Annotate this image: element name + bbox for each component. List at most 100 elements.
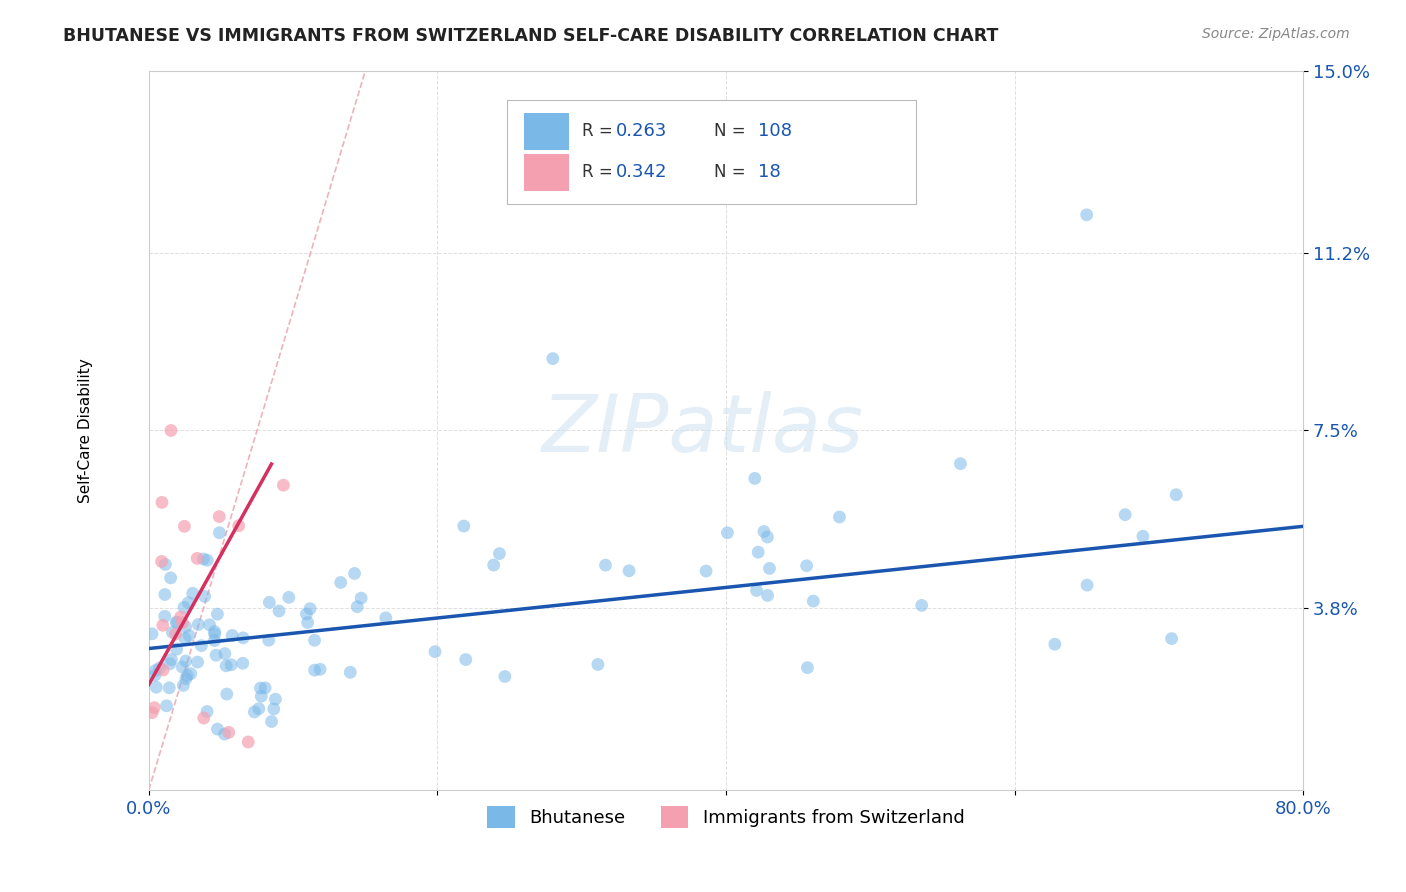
Point <box>911 599 934 613</box>
FancyBboxPatch shape <box>506 100 917 204</box>
Point <box>329 575 352 590</box>
Point <box>215 687 238 701</box>
Point <box>195 553 218 567</box>
Point <box>149 661 172 675</box>
Point <box>1114 508 1136 522</box>
Point <box>374 611 396 625</box>
Point <box>949 457 972 471</box>
Point <box>454 652 477 666</box>
Point <box>160 424 183 438</box>
Point <box>1160 632 1182 646</box>
Point <box>172 615 194 630</box>
FancyBboxPatch shape <box>524 112 569 150</box>
Point <box>194 590 217 604</box>
Point <box>758 561 780 575</box>
Point <box>214 647 236 661</box>
Point <box>141 627 163 641</box>
Text: R =: R = <box>582 163 617 181</box>
Point <box>187 655 209 669</box>
Text: Source: ZipAtlas.com: Source: ZipAtlas.com <box>1202 27 1350 41</box>
Point <box>297 615 319 630</box>
Text: N =: N = <box>714 163 751 181</box>
Point <box>174 672 197 686</box>
Point <box>155 698 177 713</box>
Point <box>1076 208 1098 222</box>
Point <box>195 705 218 719</box>
Point <box>193 552 215 566</box>
Point <box>745 583 768 598</box>
Text: 0.342: 0.342 <box>616 163 668 181</box>
Point <box>267 604 290 618</box>
Point <box>150 495 173 509</box>
Point <box>187 617 209 632</box>
Point <box>152 618 174 632</box>
Point <box>339 665 361 680</box>
Point <box>165 627 187 641</box>
Point <box>193 711 215 725</box>
Point <box>232 657 254 671</box>
Point <box>205 648 228 663</box>
Point <box>208 509 231 524</box>
Point <box>796 660 818 674</box>
Point <box>249 681 271 695</box>
Point <box>796 558 818 573</box>
Point <box>756 530 779 544</box>
Point <box>204 633 226 648</box>
Point <box>259 595 281 609</box>
Text: 108: 108 <box>758 122 792 140</box>
Point <box>1166 488 1188 502</box>
Point <box>494 669 516 683</box>
Point <box>232 631 254 645</box>
Point <box>215 658 238 673</box>
Point <box>207 722 229 736</box>
Point <box>828 510 851 524</box>
Y-axis label: Self-Care Disability: Self-Care Disability <box>79 358 93 503</box>
Point <box>254 681 277 695</box>
Point <box>155 558 177 572</box>
Point <box>160 652 183 666</box>
Point <box>263 702 285 716</box>
Point <box>173 519 195 533</box>
Point <box>207 607 229 622</box>
Point <box>350 591 373 606</box>
Point <box>190 639 212 653</box>
Point <box>756 588 779 602</box>
Point <box>273 478 295 492</box>
Point <box>595 558 617 573</box>
Point <box>214 727 236 741</box>
Point <box>1132 529 1154 543</box>
Point <box>143 664 166 678</box>
Point <box>744 471 766 485</box>
Point <box>165 615 187 630</box>
Point <box>177 628 200 642</box>
Point <box>145 680 167 694</box>
Point <box>257 633 280 648</box>
Point <box>488 547 510 561</box>
Text: N =: N = <box>714 122 751 140</box>
Point <box>162 625 184 640</box>
Point <box>204 624 226 639</box>
Point <box>277 591 299 605</box>
Point <box>159 571 181 585</box>
Point <box>174 632 197 646</box>
Point <box>695 564 717 578</box>
Point <box>177 596 200 610</box>
Point <box>176 668 198 682</box>
Point <box>141 706 163 720</box>
Point <box>541 351 564 366</box>
Point <box>309 662 332 676</box>
Point <box>752 524 775 539</box>
Point <box>801 594 824 608</box>
Point <box>172 678 194 692</box>
Point <box>299 601 322 615</box>
Point <box>482 558 505 572</box>
Point <box>716 525 738 540</box>
Point <box>304 663 326 677</box>
Point <box>238 735 260 749</box>
Point <box>173 600 195 615</box>
Point <box>204 627 226 641</box>
Point <box>157 681 180 695</box>
Point <box>180 666 202 681</box>
Point <box>169 610 191 624</box>
FancyBboxPatch shape <box>524 153 569 191</box>
